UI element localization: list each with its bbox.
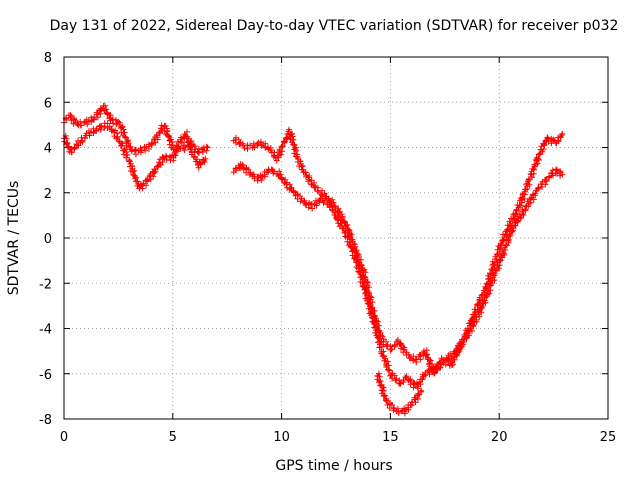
series-track-c bbox=[230, 126, 566, 377]
y-tick-label: 2 bbox=[44, 187, 52, 202]
y-tick-label: -4 bbox=[39, 323, 52, 338]
chart-title: Day 131 of 2022, Sidereal Day-to-day VTE… bbox=[50, 18, 619, 34]
axis-ticks: 0 5 10 15 20 25 -8 -6 -4 -2 0 2 4 6 8 bbox=[39, 51, 616, 445]
series-track-a bbox=[61, 102, 211, 158]
marker-path-track-b bbox=[61, 120, 209, 192]
y-tick-label: 6 bbox=[44, 96, 52, 111]
grid bbox=[64, 57, 608, 419]
y-tick-label: -6 bbox=[39, 368, 52, 383]
series-track-b bbox=[61, 120, 209, 192]
y-axis-label: SDTVAR / TECUs bbox=[6, 181, 22, 296]
y-tick-label: -2 bbox=[39, 277, 52, 292]
x-tick-label: 10 bbox=[273, 430, 290, 445]
y-tick-label: 4 bbox=[44, 142, 52, 157]
marker-path-track-a bbox=[61, 102, 211, 158]
plot-frame bbox=[63, 56, 609, 420]
marker-path-track-e bbox=[374, 370, 425, 417]
x-tick-label: 25 bbox=[600, 430, 617, 445]
x-tick-label: 15 bbox=[382, 430, 399, 445]
x-tick-label: 5 bbox=[169, 430, 177, 445]
marker-path-track-c bbox=[230, 126, 566, 377]
x-tick-label: 0 bbox=[60, 430, 68, 445]
y-tick-label: 8 bbox=[44, 51, 52, 66]
series-track-d bbox=[230, 161, 566, 392]
x-axis-label: GPS time / hours bbox=[275, 458, 392, 474]
y-tick-label: 0 bbox=[44, 232, 52, 247]
data-points bbox=[61, 102, 566, 417]
series-track-e bbox=[374, 370, 425, 417]
marker-path-track-d bbox=[230, 161, 566, 392]
y-tick-label: -8 bbox=[39, 413, 52, 428]
x-tick-label: 20 bbox=[491, 430, 508, 445]
